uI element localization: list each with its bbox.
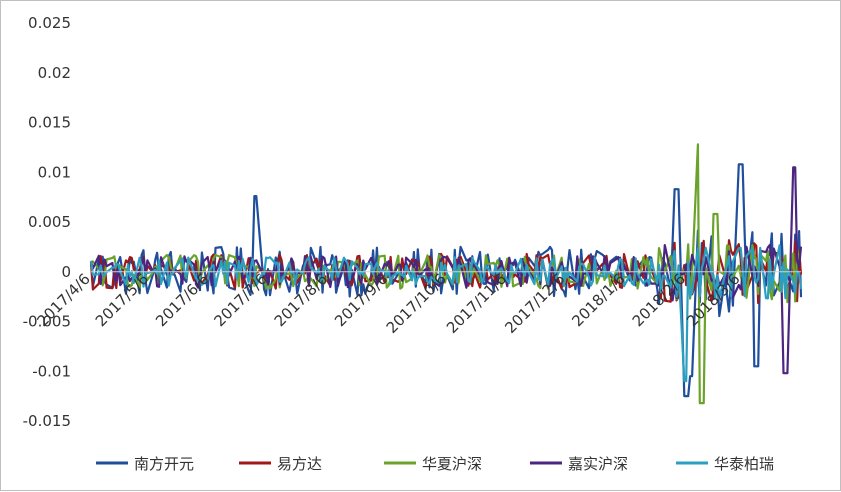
legend-label: 南方开元 bbox=[134, 455, 194, 473]
y-tick-label: 0.01 bbox=[38, 163, 71, 181]
y-axis-ticks: 0.025 0.02 0.015 0.01 0.005 0 -0.005 -0.01 -0.01… bbox=[23, 14, 71, 430]
y-tick-label: -0.015 bbox=[23, 412, 71, 430]
legend-label: 华泰柏瑞 bbox=[714, 455, 774, 473]
y-tick-label: 0.025 bbox=[28, 14, 71, 32]
series-line-3 bbox=[89, 166, 803, 375]
legend-label: 华夏沪深 bbox=[422, 455, 482, 473]
legend-label: 易方达 bbox=[277, 455, 322, 473]
legend: 南方开元 易方达 华夏沪深 嘉实沪深 华泰柏瑞 bbox=[96, 455, 774, 473]
y-tick-label: 0.015 bbox=[28, 114, 71, 132]
series-line-4 bbox=[89, 244, 803, 383]
y-tick-label: 0.02 bbox=[38, 64, 71, 82]
y-tick-label: -0.01 bbox=[32, 362, 71, 380]
y-tick-label: 0.005 bbox=[28, 213, 71, 231]
legend-label: 嘉实沪深 bbox=[568, 455, 628, 473]
x-tick-label: 2017/7/6 bbox=[210, 270, 270, 330]
y-tick-label: 0 bbox=[61, 263, 71, 281]
y-tick-label: -0.005 bbox=[23, 313, 71, 331]
